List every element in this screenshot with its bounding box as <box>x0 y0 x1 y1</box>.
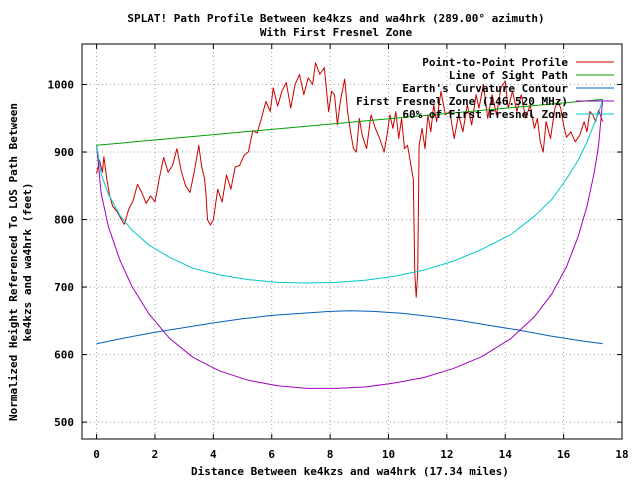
legend-label: First Fresnel Zone (146.520 MHz) <box>356 95 568 108</box>
y-tick-label: 800 <box>54 214 74 227</box>
y-tick-label: 1000 <box>48 79 75 92</box>
series-line-first-fresnel-zone-146-520-mhz <box>96 99 604 389</box>
y-axis-label-line1: Normalized Height Referenced To LOS Path… <box>7 103 20 421</box>
x-axis-label: Distance Between ke4kzs and wa4hrk (17.3… <box>191 465 509 478</box>
series-line-60-of-first-fresnel-zone <box>96 99 604 284</box>
series-layer <box>96 62 604 389</box>
x-tick-label: 2 <box>152 448 159 461</box>
x-tick-label: 8 <box>327 448 334 461</box>
x-tick-label: 14 <box>499 448 513 461</box>
y-tick-label: 700 <box>54 281 74 294</box>
legend-label: Point-to-Point Profile <box>422 56 568 69</box>
y-axis-label-line2: ke4kzs and wa4hrk (feet) <box>21 183 34 342</box>
x-tick-label: 16 <box>557 448 571 461</box>
chart-title: SPLAT! Path Profile Between ke4kzs and w… <box>127 12 544 25</box>
y-tick-label: 500 <box>54 416 74 429</box>
axis-ticks: 0 2 4 6 8 10 12 14 16 18 500 600 700 800 900 1000 <box>48 44 629 461</box>
legend-label: Line of Sight Path <box>449 69 568 82</box>
plot-frame <box>81 43 623 440</box>
x-tick-label: 12 <box>440 448 453 461</box>
series-line-point-to-point-profile <box>96 62 604 298</box>
x-tick-label: 18 <box>615 448 628 461</box>
legend-label: 60% of First Fresnel Zone <box>402 108 568 121</box>
x-tick-label: 6 <box>268 448 275 461</box>
x-tick-label: 0 <box>93 448 100 461</box>
chart-subtitle: With First Fresnel Zone <box>260 26 413 39</box>
y-tick-label: 900 <box>54 146 74 159</box>
legend-label: Earth's Curvature Contour <box>402 82 568 95</box>
series-line-line-of-sight-path <box>96 98 603 146</box>
x-tick-label: 4 <box>210 448 217 461</box>
y-tick-label: 600 <box>54 349 74 362</box>
x-tick-label: 10 <box>382 448 395 461</box>
